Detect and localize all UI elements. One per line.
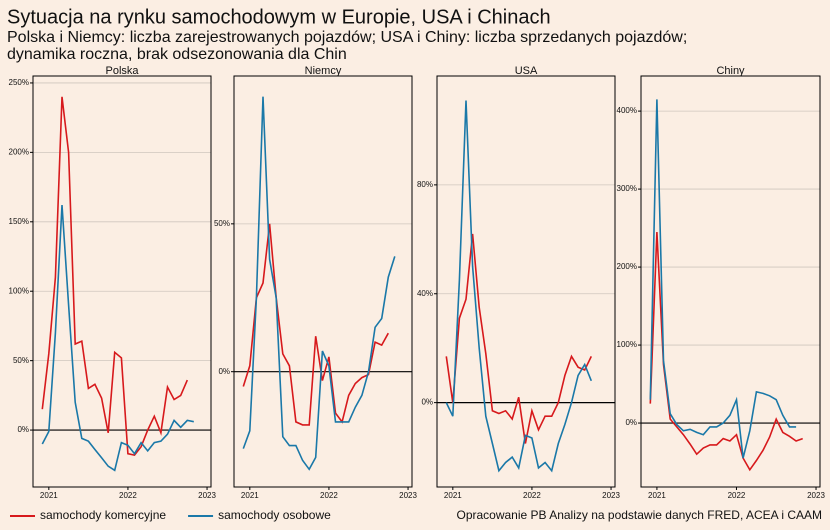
panel-title: Niemcy [305, 65, 342, 77]
line-series [41, 205, 194, 472]
x-tick-label: 2021 [40, 491, 58, 500]
x-tick-label: 2021 [444, 491, 462, 500]
y-tick-label: 40% [417, 289, 433, 298]
y-tick-label: 0% [17, 425, 29, 434]
y-tick-label: 150% [9, 217, 29, 226]
panel-frame [436, 75, 616, 488]
chart-title: Sytuacja na rynku samochodowym w Europie… [7, 6, 551, 28]
x-tick-label: 2022 [320, 491, 338, 500]
x-tick-label: 2023 [807, 491, 825, 500]
y-tick-label: 0% [625, 418, 637, 427]
panel-frame [32, 75, 212, 488]
x-tick-label: 2021 [648, 491, 666, 500]
x-tick-label: 2022 [119, 491, 137, 500]
x-tick-label: 2022 [728, 491, 746, 500]
y-tick-label: 200% [9, 147, 29, 156]
y-tick-label: 200% [617, 262, 637, 271]
y-tick-label: 50% [13, 356, 29, 365]
line-series [242, 223, 389, 426]
panel-title: USA [515, 65, 538, 77]
line-series [242, 96, 396, 471]
x-tick-label: 2023 [198, 491, 216, 500]
y-tick-label: 0% [218, 367, 230, 376]
y-tick-label: 100% [617, 340, 637, 349]
x-tick-label: 2023 [602, 491, 620, 500]
y-tick-label: 0% [421, 398, 433, 407]
line-series [649, 231, 803, 472]
line-series [445, 100, 593, 473]
y-tick-label: 250% [9, 78, 29, 87]
panel-title: Chiny [716, 65, 745, 77]
panel-frame [640, 75, 821, 488]
y-tick-label: 50% [214, 219, 230, 228]
panel-title: Polska [105, 65, 139, 77]
y-tick-label: 400% [617, 106, 637, 115]
x-tick-label: 2021 [241, 491, 259, 500]
line-series [649, 99, 797, 459]
line-series [445, 233, 593, 444]
subtitle: Polska i Niemcy: liczba zarejestrowanych… [7, 29, 687, 46]
panel-frame [233, 75, 413, 488]
y-tick-label: 100% [9, 286, 29, 295]
y-tick-label: 300% [617, 184, 637, 193]
x-tick-label: 2022 [523, 491, 541, 500]
subtitle: dynamika roczna, brak odsezonowania dla … [7, 46, 347, 63]
source: Opracowanie PB Analizy na podstawie dany… [456, 508, 822, 522]
x-tick-label: 2023 [399, 491, 417, 500]
y-tick-label: 80% [417, 180, 433, 189]
line-series [41, 96, 189, 456]
legend-label: samochody komercyjne [40, 508, 166, 522]
legend-label: samochody osobowe [218, 508, 331, 522]
